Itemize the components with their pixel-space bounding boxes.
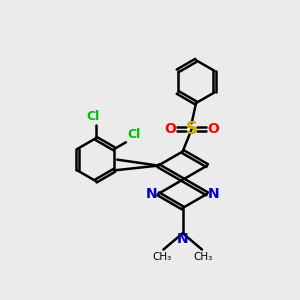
Text: O: O <box>207 122 219 136</box>
Text: N: N <box>177 232 188 246</box>
Text: CH₃: CH₃ <box>194 252 213 262</box>
Text: O: O <box>164 122 176 136</box>
Text: CH₃: CH₃ <box>152 252 172 262</box>
Text: N: N <box>146 188 158 201</box>
Text: Cl: Cl <box>86 110 100 122</box>
Text: S: S <box>186 120 198 138</box>
Text: Cl: Cl <box>128 128 141 141</box>
Text: N: N <box>208 188 220 201</box>
